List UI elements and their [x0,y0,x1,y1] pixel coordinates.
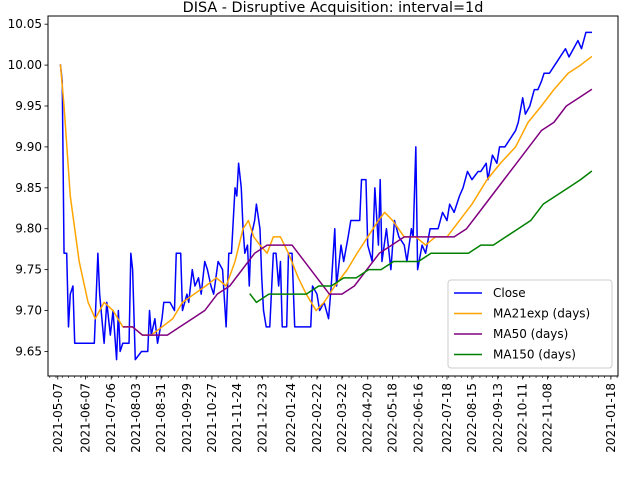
x-tick-label: 2022-05-18 [386,383,400,453]
legend-label-1: MA21exp (days) [493,307,590,321]
x-tick-label: 2021-12-23 [256,383,270,453]
series-line-0 [59,31,593,361]
y-tick-label: 10.05 [8,17,42,31]
x-tick-label: 2022-09-13 [491,383,505,453]
legend-label-0: Close [493,286,526,300]
series-line-3 [249,170,593,304]
y-tick-label: 9.80 [15,222,42,236]
y-tick-label: 9.75 [15,263,42,277]
x-tick-label: 2022-08-15 [465,383,479,453]
series-line-2 [122,88,593,336]
x-tick-label: 2022-02-22 [310,383,324,453]
x-tick-label: 2021-11-24 [230,383,244,453]
x-tick-label: 2022-01-24 [284,383,298,453]
plot-frame [47,15,619,377]
x-axis: 2021-05-07 2021-06-07 2021-07-06 2021-08-03… [51,376,618,453]
x-tick-label: 2021-05-07 [51,383,65,453]
x-tick-label: 2021-08-31 [154,383,168,453]
x-tick-label: 2022-04-20 [361,383,375,453]
y-tick-label: 9.90 [15,140,42,154]
y-tick-label: 9.95 [15,99,42,113]
y-tick-label: 10.00 [8,58,42,72]
legend-label-2: MA50 (days) [493,327,568,341]
y-tick-label: 9.70 [15,304,42,318]
x-tick-label: 2021-08-03 [129,383,143,453]
x-tick-label: 2022-06-16 [412,383,426,453]
y-tick-label: 9.85 [15,181,42,195]
x-tick-label: 2021-10-27 [205,383,219,453]
y-axis: 9.65 9.70 9.75 9.80 9.85 9.90 9.95 10.00 10.05 [8,17,48,358]
series-layer [59,31,593,361]
x-tick-label: 2022-07-18 [440,383,454,453]
x-tick-label: 2021-09-29 [180,383,194,453]
x-tick-label: 2022-10-11 [516,383,530,453]
legend: Close MA21exp (days) MA50 (days) MA150 (day… [447,279,613,369]
legend-label-3: MA150 (days) [493,348,576,362]
x-tick-label: 2021-07-06 [104,383,118,453]
chart-title: DISA - Disruptive Acquisition: interval=… [183,0,484,16]
x-tick-label: 2022-03-22 [335,383,349,453]
y-tick-label: 9.65 [15,344,42,358]
plot-area: 9.65 9.70 9.75 9.80 9.85 9.90 9.95 10.00 10.05 2… [8,15,619,453]
x-tick-label: 2021-01-18 [604,383,618,453]
legend-box [447,279,613,369]
x-tick-label: 2022-11-08 [541,383,555,453]
x-tick-label: 2021-06-07 [78,383,92,453]
